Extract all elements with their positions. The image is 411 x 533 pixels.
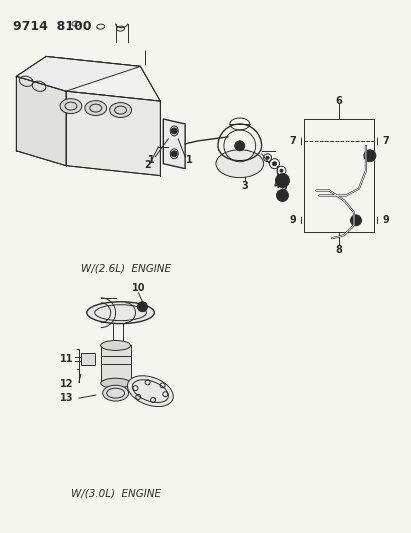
Circle shape (280, 169, 283, 172)
Text: 10: 10 (132, 283, 145, 293)
Text: 8: 8 (336, 245, 342, 255)
Text: 2: 2 (144, 160, 151, 169)
Text: 9714  8100: 9714 8100 (13, 20, 92, 33)
Circle shape (137, 302, 148, 312)
Circle shape (277, 190, 289, 201)
Text: W/(2.6L)  ENGINE: W/(2.6L) ENGINE (81, 263, 171, 273)
Circle shape (235, 141, 245, 151)
Text: 12: 12 (60, 379, 74, 389)
Text: 7: 7 (289, 136, 296, 146)
Circle shape (275, 174, 289, 188)
Ellipse shape (101, 341, 131, 350)
Ellipse shape (60, 99, 82, 114)
Text: 3: 3 (241, 181, 248, 191)
Text: 4: 4 (273, 180, 280, 190)
Circle shape (171, 151, 177, 157)
Polygon shape (66, 91, 160, 175)
Ellipse shape (87, 302, 155, 324)
Ellipse shape (101, 378, 131, 388)
Text: 1: 1 (186, 155, 192, 165)
Text: 9: 9 (289, 215, 296, 225)
Text: 5: 5 (280, 182, 287, 191)
Text: 13: 13 (60, 393, 74, 403)
Ellipse shape (85, 101, 107, 116)
Circle shape (171, 128, 177, 134)
Bar (81, 353, 95, 365)
Circle shape (351, 215, 361, 226)
Text: 9: 9 (382, 215, 389, 225)
Circle shape (272, 161, 277, 166)
Polygon shape (16, 56, 141, 91)
Ellipse shape (216, 150, 263, 177)
Text: 7: 7 (382, 136, 389, 146)
Polygon shape (163, 119, 185, 168)
Ellipse shape (110, 103, 132, 117)
Circle shape (364, 150, 376, 161)
Circle shape (266, 156, 269, 159)
Ellipse shape (103, 385, 129, 401)
Text: W/(3.0L)  ENGINE: W/(3.0L) ENGINE (71, 488, 161, 498)
Text: 6: 6 (336, 96, 342, 106)
Text: 11: 11 (60, 354, 74, 365)
Text: 1: 1 (148, 155, 155, 165)
Bar (101, 345, 131, 383)
Ellipse shape (127, 376, 173, 407)
Polygon shape (46, 56, 160, 101)
Polygon shape (16, 76, 66, 166)
